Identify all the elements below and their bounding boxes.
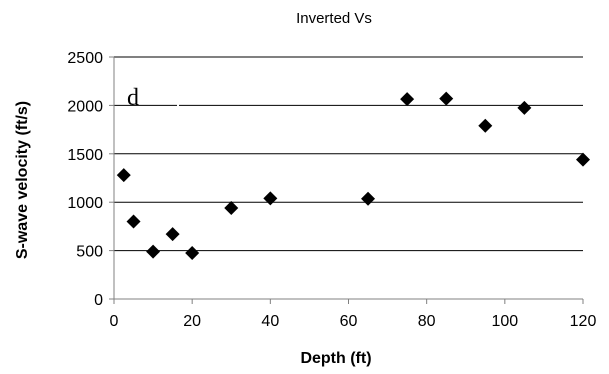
x-tick-label: 60	[340, 313, 358, 330]
y-tick-label: 2000	[67, 98, 103, 115]
x-axis-label: Depth (ft)	[300, 350, 371, 367]
data-point	[263, 191, 278, 206]
data-point	[400, 92, 415, 107]
data-point	[517, 100, 532, 115]
data-point	[478, 118, 493, 133]
data-point	[576, 152, 590, 167]
x-tick-label: 100	[491, 313, 518, 330]
y-tick-label: 1500	[67, 147, 103, 164]
x-tick-label: 80	[418, 313, 436, 330]
data-point	[116, 168, 131, 183]
y-tick-labels: 0 500 1000 1500 2000 2500	[67, 50, 103, 309]
data-point	[439, 91, 454, 106]
data-point	[361, 191, 376, 206]
gridlines	[114, 56, 583, 252]
y-axis-label: S-wave velocity (ft/s)	[14, 101, 31, 259]
chart-title: Inverted Vs	[296, 10, 372, 27]
x-tick-labels: 0 20 40 60 80 100 120	[110, 313, 597, 330]
y-tick-label: 0	[94, 292, 103, 309]
y-tick-label: 500	[76, 244, 103, 261]
x-tick-label: 120	[570, 313, 597, 330]
x-tick-label: 0	[110, 313, 119, 330]
y-tick-label: 1000	[67, 195, 103, 212]
data-point	[146, 244, 161, 259]
data-point	[165, 227, 180, 242]
data-points	[116, 91, 590, 261]
data-point	[224, 201, 239, 216]
data-point	[126, 214, 141, 229]
x-tick-label: 20	[183, 313, 201, 330]
x-tick-label: 40	[261, 313, 279, 330]
axes	[109, 56, 584, 304]
panel-annotation: d	[127, 85, 139, 111]
y-tick-label: 2500	[67, 50, 103, 67]
data-point	[185, 246, 200, 261]
